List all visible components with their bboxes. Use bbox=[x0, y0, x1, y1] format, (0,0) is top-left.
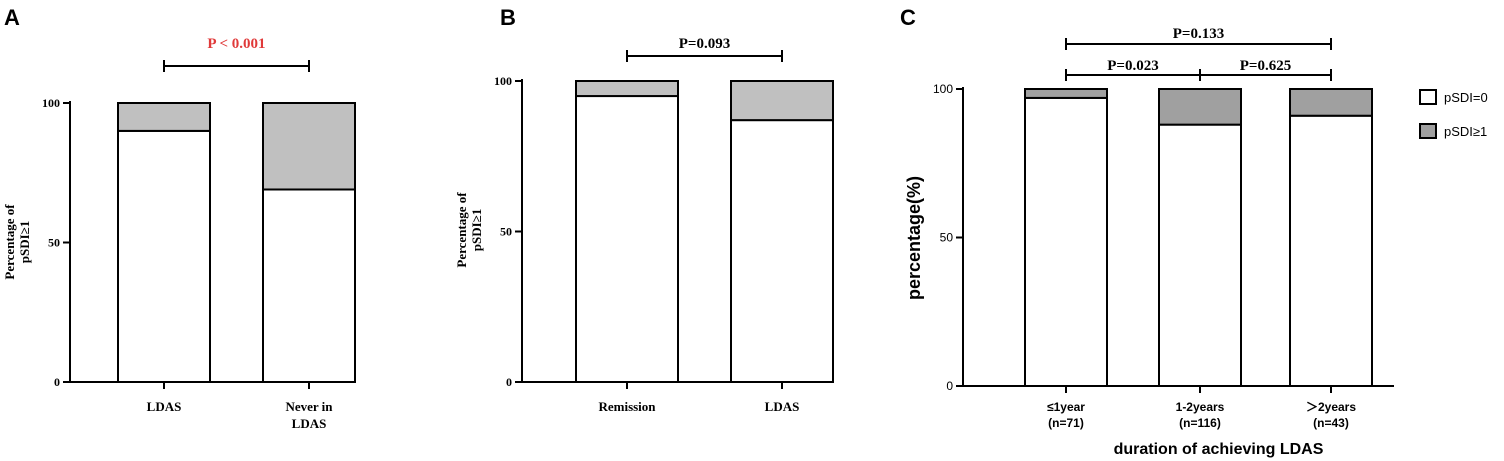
legend-swatch bbox=[1419, 123, 1437, 139]
bar-segment-psdi1 bbox=[575, 80, 679, 98]
x-tick-label: (n=71) bbox=[1048, 416, 1084, 430]
y-tick-label: 50 bbox=[500, 225, 512, 239]
y-tick-label: 0 bbox=[506, 375, 512, 389]
bar-segment-psdi1 bbox=[262, 102, 356, 191]
y-tick-label: 0 bbox=[54, 375, 60, 389]
x-tick-label: LDAS bbox=[765, 399, 800, 414]
panel-a-chart: 0 50 100 LDAS Never in LDAS Percentage ofpSDI≥… bbox=[2, 36, 356, 431]
x-tick-label: ≤1year bbox=[1047, 400, 1085, 414]
panel-letter-b: B bbox=[500, 5, 516, 30]
x-tick-label: Remission bbox=[598, 399, 656, 414]
panel-letter-c: C bbox=[900, 5, 916, 30]
y-axis-label-line: pSDI≥1 bbox=[17, 221, 32, 264]
y-tick-label: 100 bbox=[933, 82, 953, 96]
bar-segment-psdi0 bbox=[730, 119, 834, 383]
p-value-label: P=0.023 bbox=[1107, 58, 1158, 74]
bar-segment-psdi1 bbox=[1158, 88, 1242, 126]
y-tick-label: 50 bbox=[48, 236, 60, 250]
significance-bracket: P=0.023 bbox=[1065, 58, 1201, 81]
bar-segment-psdi0 bbox=[1024, 96, 1108, 387]
legend-label: pSDI≥1 bbox=[1444, 124, 1487, 139]
p-value-label: P=0.133 bbox=[1173, 26, 1224, 42]
x-tick-label: ＞2years bbox=[1306, 400, 1356, 414]
bar-segment-psdi1 bbox=[1289, 88, 1373, 117]
p-value-label: P < 0.001 bbox=[207, 36, 265, 52]
panel-letter-a: A bbox=[4, 5, 20, 30]
p-value-label: P=0.625 bbox=[1240, 58, 1291, 74]
bar-segment-psdi1 bbox=[117, 102, 211, 132]
panel-c-chart: 0 50 100 ≤1year (n=71) 1-2years (n=116) ＞2years… bbox=[904, 26, 1488, 458]
panel-b-chart: 0 50 100 Remission LDAS Percentage ofpSDI≥1 P=… bbox=[454, 36, 834, 414]
x-tick-label: LDAS bbox=[292, 416, 327, 431]
x-tick-label: (n=43) bbox=[1313, 416, 1349, 430]
bar-segment-psdi0 bbox=[117, 129, 211, 383]
y-axis-label: percentage(%) bbox=[904, 176, 924, 300]
y-axis-label-line: pSDI≥1 bbox=[469, 209, 484, 252]
bar-segment-psdi1 bbox=[1024, 88, 1108, 99]
significance-bracket: P=0.625 bbox=[1199, 58, 1332, 81]
significance-bracket: P < 0.001 bbox=[163, 36, 310, 72]
y-tick-label: 0 bbox=[946, 379, 953, 393]
bar-segment-psdi0 bbox=[1158, 123, 1242, 387]
y-tick-label: 100 bbox=[494, 74, 512, 88]
x-tick-label: Never in bbox=[285, 399, 333, 414]
x-tick-label: 1-2years bbox=[1176, 400, 1225, 414]
x-tick-label: (n=116) bbox=[1179, 416, 1221, 430]
y-axis-label-line: Percentage of bbox=[2, 204, 17, 280]
bar-segment-psdi0 bbox=[1289, 114, 1373, 387]
y-axis-label: Percentage ofpSDI≥1 bbox=[454, 192, 484, 268]
legend-label: pSDI=0 bbox=[1444, 90, 1488, 105]
x-tick-label: LDAS bbox=[147, 399, 182, 414]
legend-swatch bbox=[1419, 89, 1437, 105]
bar-segment-psdi0 bbox=[262, 188, 356, 383]
y-axis-label: Percentage ofpSDI≥1 bbox=[2, 204, 32, 280]
bar-segment-psdi1 bbox=[730, 80, 834, 122]
significance-bracket: P=0.133 bbox=[1065, 26, 1332, 50]
y-tick-label: 100 bbox=[42, 96, 60, 110]
x-axis-label: duration of achieving LDAS bbox=[1114, 441, 1324, 458]
y-tick-label: 50 bbox=[940, 231, 954, 245]
significance-bracket: P=0.093 bbox=[626, 36, 783, 62]
bar-segment-psdi0 bbox=[575, 95, 679, 384]
y-axis-label-line: Percentage of bbox=[454, 192, 469, 268]
p-value-label: P=0.093 bbox=[679, 36, 730, 52]
